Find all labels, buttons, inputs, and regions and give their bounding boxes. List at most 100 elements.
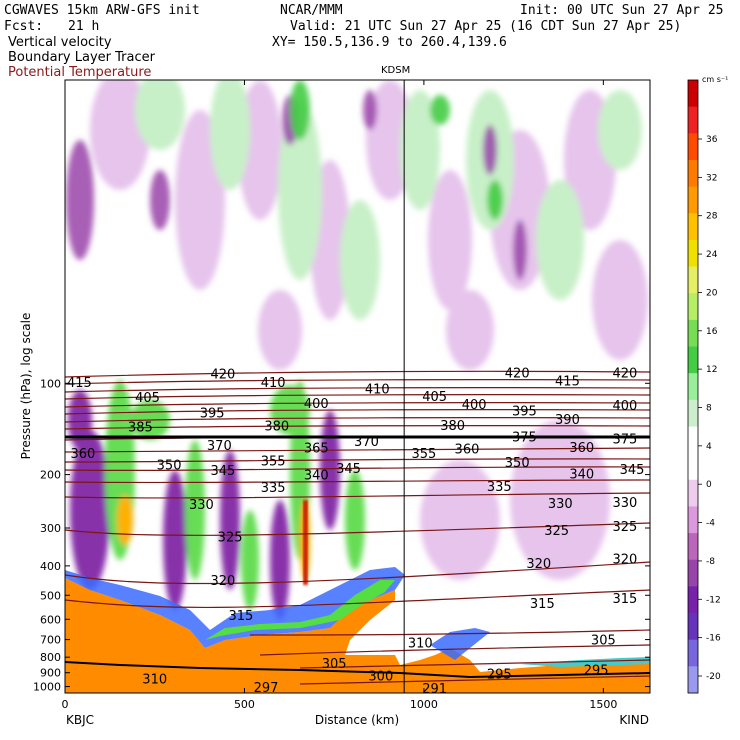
theta-label: 291 — [422, 682, 447, 697]
colorbar-swatch — [688, 559, 698, 587]
theta-label: 380 — [440, 419, 465, 434]
theta-label: 380 — [264, 420, 289, 435]
theta-label: 297 — [254, 681, 279, 696]
colorbar-swatch — [688, 159, 698, 188]
theta-label: 330 — [612, 496, 637, 511]
colorbar: cm s⁻¹ 36 32 28 24 20 16 12 8 4 0 -4 -8 -12 -16 -20 — [687, 75, 728, 694]
theta-label: 405 — [422, 390, 447, 405]
theta-label: 410 — [365, 382, 390, 397]
x-axis-title: Distance (km) — [315, 713, 399, 727]
y-tick-label: 200 — [40, 469, 61, 482]
colorbar-tick-label: 16 — [706, 327, 718, 337]
theta-label: 370 — [354, 435, 379, 450]
x-tick-label: 1000 — [410, 698, 438, 711]
vertical-velocity-shading — [66, 80, 648, 620]
colorbar-swatch — [688, 426, 698, 454]
theta-label: 420 — [505, 366, 530, 381]
x-tick-label: 0 — [62, 698, 69, 711]
theta-label: 300 — [368, 670, 393, 685]
colorbar-swatch — [688, 399, 698, 427]
theta-label: 320 — [211, 574, 236, 589]
theta-label: 355 — [411, 447, 436, 462]
theta-label: 330 — [548, 497, 573, 512]
forecast-label: Fcst: — [4, 19, 44, 34]
colorbar-tick-label: 4 — [706, 442, 712, 452]
valid-time: Valid: 21 UTC Sun 27 Apr 25 (16 CDT Sun … — [290, 19, 682, 34]
colorbar-swatch — [688, 133, 698, 161]
plot-frame — [64, 79, 651, 694]
theta-label: 305 — [591, 634, 616, 649]
colorbar-swatch — [688, 106, 698, 134]
colorbar-swatch — [688, 639, 698, 667]
x-tick-label: 500 — [234, 698, 255, 711]
colorbar-swatch — [688, 213, 698, 241]
colorbar-tick-label: 32 — [706, 173, 717, 183]
colorbar-swatch — [688, 586, 698, 614]
theta-label: 370 — [207, 439, 232, 454]
colorbar-swatch — [688, 506, 698, 534]
x-tick-label: 1500 — [589, 698, 617, 711]
theta-label: 330 — [189, 498, 214, 513]
theta-label: 335 — [487, 480, 512, 495]
cross-section-endpoints: XY= 150.5,136.9 to 260.4,139.6 — [272, 35, 507, 50]
theta-label: 315 — [530, 597, 555, 612]
marker-station-label: KDSM — [381, 65, 411, 76]
x-axis-ticks: 0 500 1000 1500 — [62, 80, 617, 711]
theta-label: 310 — [142, 672, 167, 687]
colorbar-swatch — [688, 293, 698, 321]
left-station-label: KBJC — [66, 713, 94, 727]
colorbar-frame — [687, 79, 699, 694]
theta-label: 345 — [336, 462, 361, 477]
colorbar-swatch — [688, 266, 698, 294]
theta-label: 325 — [218, 530, 243, 545]
colorbar-tick-label: 12 — [706, 365, 717, 375]
colorbar-swatch — [688, 666, 698, 694]
colorbar-swatch — [688, 186, 698, 214]
y-tick-label: 300 — [40, 522, 61, 535]
theta-label: 315 — [228, 609, 253, 624]
theta-label: 315 — [612, 592, 637, 607]
colorbar-swatch — [688, 373, 698, 401]
theta-label: 325 — [544, 524, 569, 539]
theta-label: 310 — [408, 636, 433, 651]
theta-label: 350 — [157, 458, 182, 473]
colorbar-swatch — [688, 80, 698, 108]
colorbar-tick-label: 24 — [706, 250, 718, 260]
theta-label: 390 — [555, 413, 580, 428]
theta-label: 360 — [455, 442, 480, 457]
field-boundary-layer-tracer: Boundary Layer Tracer — [8, 50, 155, 65]
theta-label: 305 — [322, 657, 347, 672]
colorbar-tick-label: -16 — [706, 634, 721, 644]
y-tick-label: 500 — [40, 589, 61, 602]
init-time: Init: 00 UTC Sun 27 Apr 25 — [520, 3, 724, 18]
y-tick-label: 600 — [40, 613, 61, 626]
field-vertical-velocity: Vertical velocity — [8, 35, 112, 50]
y-axis-title: Pressure (hPa), log scale — [19, 313, 33, 460]
colorbar-tick-label: -8 — [706, 557, 715, 567]
colorbar-swatch — [688, 479, 698, 507]
theta-label: 420 — [211, 368, 236, 383]
colorbar-swatch — [688, 453, 698, 481]
theta-label: 320 — [612, 552, 637, 567]
colorbar-tick-label: 20 — [706, 288, 718, 298]
center-name: NCAR/MMM — [280, 3, 343, 18]
theta-label: 345 — [620, 463, 645, 478]
boundary-layer-tracer — [65, 567, 650, 693]
theta-label: 410 — [261, 376, 286, 391]
colorbar-swatch — [688, 346, 698, 374]
colorbar-swatch — [688, 613, 698, 641]
theta-label: 355 — [261, 455, 286, 470]
updraft-core — [303, 500, 308, 585]
y-tick-label: 900 — [40, 667, 61, 680]
theta-label: 295 — [487, 667, 512, 682]
colorbar-tick-label: -4 — [706, 519, 715, 529]
theta-label: 375 — [512, 431, 537, 446]
theta-label: 395 — [200, 407, 225, 422]
theta-label: 415 — [555, 375, 580, 390]
colorbar-swatch — [688, 533, 698, 561]
right-station-label: KIND — [619, 713, 649, 727]
theta-label: 360 — [71, 447, 96, 462]
theta-label: 350 — [505, 456, 530, 471]
theta-label: 405 — [135, 391, 160, 406]
